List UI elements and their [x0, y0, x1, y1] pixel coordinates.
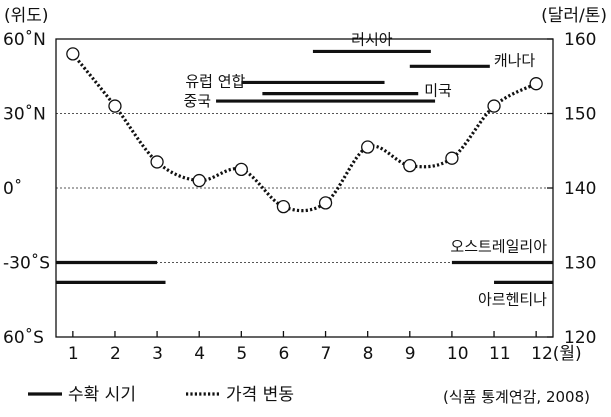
grid [56, 113, 553, 263]
harvest-label: 아르헨티나 [478, 290, 547, 308]
right-tick-label: 140 [564, 179, 596, 199]
harvest-label: 미국 [424, 82, 452, 100]
left-tick-label: 60˚N [3, 29, 46, 50]
x-tick-label: 4 [194, 344, 205, 364]
axes: (위도) (달러/톤)60˚N30˚N0˚-30˚S60˚S16015014013… [3, 6, 607, 364]
right-tick-label: 160 [564, 30, 596, 50]
x-tick-label: 9 [405, 344, 416, 364]
x-tick-label: 12(월) [531, 344, 582, 364]
x-tick-label: 1 [68, 344, 79, 364]
price-point [487, 99, 501, 113]
price-point [403, 158, 417, 173]
price-point [445, 151, 459, 165]
price-series [66, 47, 543, 214]
harvest-label: 캐나다 [494, 51, 536, 69]
x-tick-label: 2 [110, 344, 121, 364]
x-tick-label: 11 [489, 344, 511, 364]
left-tick-label: 0˚ [3, 178, 22, 199]
price-point [234, 162, 248, 177]
x-tick-label: 8 [363, 344, 374, 364]
right-tick-label: 120 [564, 328, 596, 348]
harvest-label: 유럽 연합 [185, 72, 245, 90]
legend-label: 수확 시기 [68, 385, 136, 405]
legend: 수확 시기 가격 변동 [28, 385, 294, 405]
price-point [150, 155, 164, 169]
x-tick-label: 6 [278, 344, 289, 364]
price-line [71, 52, 537, 213]
legend-label: 가격 변동 [226, 385, 294, 405]
x-tick-label: 7 [321, 344, 332, 364]
right-tick-label: 150 [564, 105, 596, 125]
price-point [276, 199, 291, 214]
right-tick-label: 130 [564, 254, 596, 274]
price-point [361, 140, 375, 154]
left-tick-label: -30˚S [3, 253, 50, 274]
price-point [108, 99, 122, 113]
harvest-label: 오스트레일리아 [450, 238, 547, 256]
x-tick-label: 5 [236, 344, 247, 364]
x-tick-label: 3 [152, 344, 163, 364]
left-tick-label: 60˚S [3, 327, 44, 348]
harvest-label: 중국 [183, 92, 211, 110]
price-point [66, 47, 80, 61]
left-tick-label: 30˚N [3, 104, 46, 125]
price-point [529, 77, 543, 91]
source-note: (식품 통계연감, 2008) [443, 388, 590, 406]
x-tick-label: 10 [447, 344, 469, 364]
price-point [318, 196, 333, 210]
left-axis-unit: (위도) [4, 6, 49, 26]
right-axis-unit: (달러/톤) [541, 6, 607, 26]
price-point [192, 173, 206, 188]
